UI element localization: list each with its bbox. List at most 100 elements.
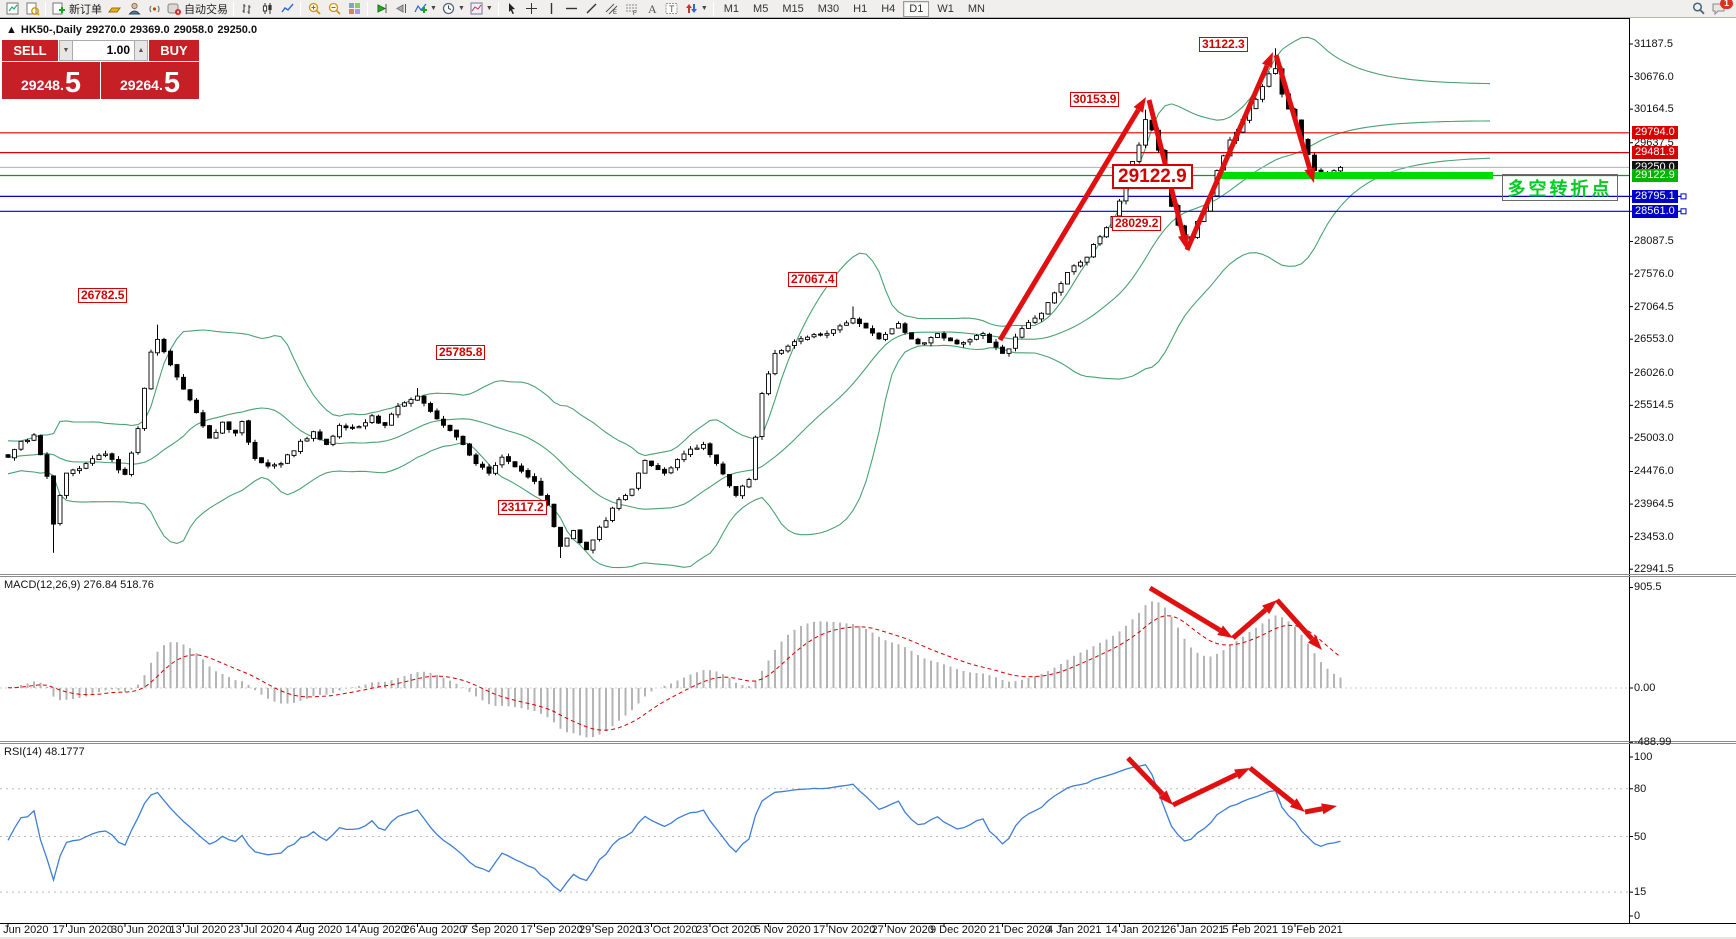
auto-scroll-button[interactable] (371, 1, 391, 17)
price-callout-28029.2[interactable]: 28029.2 (1112, 216, 1162, 231)
candle (77, 468, 82, 472)
trend-arrow[interactable] (1184, 64, 1270, 251)
arrows-tool-icon (685, 4, 697, 13)
candle (454, 429, 459, 438)
candle (207, 425, 212, 439)
candle (597, 526, 602, 540)
price-callout-25785.8[interactable]: 25785.8 (436, 345, 486, 360)
line-chart-button[interactable] (277, 1, 297, 17)
timeframe-m30-button[interactable]: M30 (817, 2, 840, 15)
timeframe-h1-button[interactable]: H1 (853, 2, 868, 15)
timeframe-m5-button[interactable]: M5 (753, 2, 769, 15)
deposit-button[interactable] (104, 1, 124, 17)
timeframe-m15-button[interactable]: M15 (782, 2, 804, 15)
macd-axis-tick: -488.99 (1634, 736, 1672, 749)
turning-point-annotation[interactable]: 多空转折点 (1502, 174, 1618, 201)
timeframe-m1-button[interactable]: M1 (723, 2, 740, 15)
trend-arrow[interactable] (1304, 806, 1323, 815)
bar-chart-icon (242, 4, 250, 14)
cursor-button[interactable] (502, 1, 522, 17)
candle (1078, 261, 1083, 267)
timeframe-d1-button[interactable]: D1 (903, 0, 930, 17)
candle (395, 405, 401, 416)
zoom-out-button[interactable] (324, 1, 344, 17)
price-axis-tick: 29637.5 (1634, 136, 1674, 149)
signals-button[interactable] (144, 1, 164, 17)
autotrading-button[interactable]: 自动交易 (164, 1, 230, 17)
line-endpoint-handle[interactable] (1680, 193, 1687, 200)
candle (161, 338, 167, 353)
candle (740, 485, 745, 497)
templates-button[interactable]: ▼ (467, 1, 495, 17)
tile-windows-button[interactable] (344, 1, 364, 17)
volume-down-button[interactable]: ▼ (59, 40, 73, 61)
candle (707, 443, 713, 456)
candle (883, 333, 888, 340)
buy-price-button[interactable]: 29264. 5 (101, 62, 199, 99)
candle (96, 454, 102, 460)
zoom-in-button[interactable] (304, 1, 324, 17)
price-callout-27067.4[interactable]: 27067.4 (788, 272, 838, 287)
accounts-button[interactable] (124, 1, 144, 17)
indicators-button[interactable]: ▼ (411, 1, 439, 17)
timeframe-mn-button[interactable]: MN (967, 2, 985, 15)
candle (31, 434, 37, 441)
fibonacci-button[interactable]: F (622, 1, 642, 17)
trend-arrow[interactable] (1148, 585, 1222, 633)
chart-profiles-button[interactable] (22, 1, 42, 17)
crosshair-button[interactable] (522, 1, 542, 17)
candle (1253, 98, 1259, 110)
vertical-line-icon (551, 3, 553, 14)
trend-arrow[interactable] (1171, 772, 1238, 808)
candlestick-chart-button[interactable] (257, 1, 277, 17)
candle (142, 387, 147, 429)
sell-price-button[interactable]: 29248. 5 (2, 62, 100, 99)
buy-button[interactable]: BUY (148, 40, 199, 61)
candle (337, 424, 342, 438)
horizontal-line-button[interactable] (562, 1, 582, 17)
sell-button[interactable]: SELL (2, 40, 59, 61)
timeframe-h4-button[interactable]: H4 (881, 2, 896, 15)
vertical-line-button[interactable] (542, 1, 562, 17)
price-callout-26782.5[interactable]: 26782.5 (78, 288, 128, 303)
line-endpoint-handle[interactable] (1680, 208, 1687, 215)
trend-arrow[interactable] (1231, 607, 1268, 640)
trend-arrow[interactable] (1126, 756, 1165, 796)
arrows-tool-button[interactable]: ▼ (682, 1, 710, 17)
new-order-button[interactable]: 新订单 (49, 1, 104, 17)
candle (1000, 346, 1005, 354)
price-callout-23117.2[interactable]: 23117.2 (498, 500, 547, 515)
candle (662, 468, 667, 474)
new-chart-icon (6, 2, 18, 15)
bar-chart-button[interactable] (237, 1, 257, 17)
dropdown-caret-icon: ▼ (700, 5, 708, 12)
trend-arrow[interactable] (1273, 54, 1313, 170)
trendline-button[interactable] (582, 1, 602, 17)
trend-arrow[interactable] (1248, 766, 1295, 805)
candle (792, 341, 797, 346)
volume-input[interactable]: 1.00 (73, 40, 134, 61)
notifications-button[interactable]: 1 (1708, 0, 1733, 17)
candle (480, 463, 485, 468)
candle (941, 333, 947, 339)
equidistant-channel-button[interactable]: E (602, 1, 622, 17)
ohlc-open: 29270.0 (86, 24, 126, 36)
date-axis-label: 17 Sep 2020 (520, 924, 583, 936)
trend-arrow[interactable] (997, 108, 1141, 342)
periods-button[interactable]: ▼ (439, 1, 467, 17)
price-callout-31122.3[interactable]: 31122.3 (1199, 37, 1248, 52)
chart-shift-button[interactable] (391, 1, 411, 17)
timeframe-w1-button[interactable]: W1 (937, 2, 954, 15)
text-button[interactable]: A (642, 1, 662, 17)
text-label-button[interactable]: T (662, 1, 682, 17)
horizontal-line-icon (566, 7, 578, 10)
price-callout-30153.9[interactable]: 30153.9 (1070, 92, 1120, 107)
volume-up-button[interactable]: ▲ (134, 40, 148, 61)
svg-text:T: T (669, 4, 675, 14)
trend-arrow[interactable] (1275, 598, 1314, 641)
search-button[interactable] (1688, 1, 1708, 17)
new-chart-button[interactable] (2, 1, 22, 17)
price-callout-29122.9[interactable]: 29122.9 (1112, 164, 1193, 189)
templates-icon (470, 2, 483, 15)
